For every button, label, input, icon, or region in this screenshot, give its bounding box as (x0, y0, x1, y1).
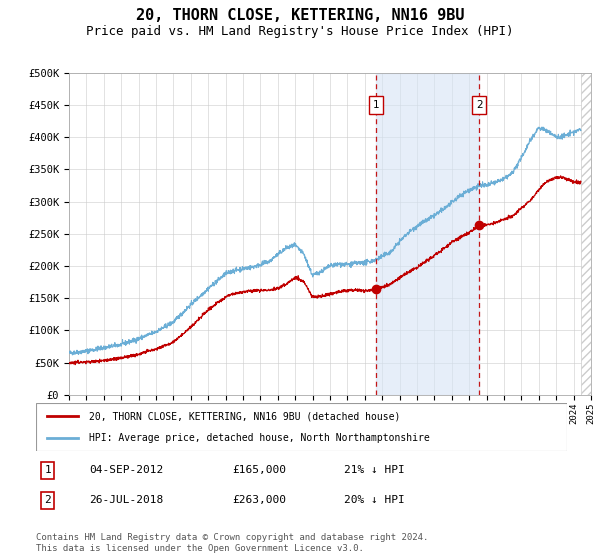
Text: 2: 2 (44, 496, 51, 506)
Text: 2: 2 (476, 100, 482, 110)
Text: 1: 1 (44, 465, 51, 475)
Text: 1: 1 (373, 100, 380, 110)
Text: 26-JUL-2018: 26-JUL-2018 (89, 496, 163, 506)
Bar (581, 73, 591, 395)
Text: £263,000: £263,000 (232, 496, 286, 506)
Text: Price paid vs. HM Land Registry's House Price Index (HPI): Price paid vs. HM Land Registry's House … (86, 25, 514, 38)
Text: 20% ↓ HPI: 20% ↓ HPI (344, 496, 405, 506)
Text: 20, THORN CLOSE, KETTERING, NN16 9BU: 20, THORN CLOSE, KETTERING, NN16 9BU (136, 8, 464, 24)
Text: 20, THORN CLOSE, KETTERING, NN16 9BU (detached house): 20, THORN CLOSE, KETTERING, NN16 9BU (de… (89, 411, 400, 421)
Text: 21% ↓ HPI: 21% ↓ HPI (344, 465, 405, 475)
Text: Contains HM Land Registry data © Crown copyright and database right 2024.
This d: Contains HM Land Registry data © Crown c… (36, 533, 428, 553)
Bar (376, 73, 479, 395)
Text: 04-SEP-2012: 04-SEP-2012 (89, 465, 163, 475)
FancyBboxPatch shape (36, 403, 567, 451)
Text: HPI: Average price, detached house, North Northamptonshire: HPI: Average price, detached house, Nort… (89, 433, 430, 443)
Text: £165,000: £165,000 (232, 465, 286, 475)
